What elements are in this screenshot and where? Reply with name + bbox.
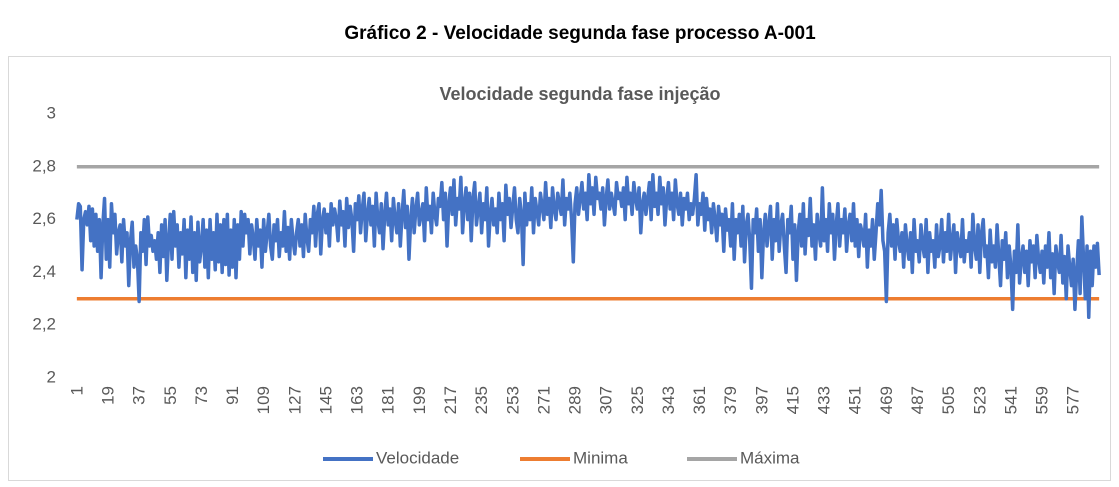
x-tick-label: 451 [846, 386, 865, 414]
legend-label: Minima [573, 448, 628, 467]
x-tick-label: 397 [752, 386, 771, 414]
x-tick-label: 469 [877, 386, 896, 414]
x-tick-label: 271 [534, 386, 553, 414]
x-tick-label: 379 [721, 386, 740, 414]
x-tick-label: 343 [659, 386, 678, 414]
x-tick-label: 73 [192, 386, 211, 405]
chart-frame [8, 56, 1111, 481]
x-tick-label: 19 [99, 386, 118, 405]
x-tick-label: 577 [1064, 386, 1083, 414]
x-tick-label: 55 [161, 386, 180, 405]
y-tick-label: 3 [47, 103, 56, 122]
x-tick-label: 145 [316, 386, 335, 414]
x-tick-label: 217 [441, 386, 460, 414]
x-tick-label: 505 [939, 386, 958, 414]
x-tick-label: 307 [597, 386, 616, 414]
page-title: Gráfico 2 - Velocidade segunda fase proc… [344, 23, 816, 44]
x-tick-label: 253 [503, 386, 522, 414]
x-tick-label: 487 [908, 386, 927, 414]
x-tick-label: 127 [285, 386, 304, 414]
x-tick-label: 415 [783, 386, 802, 414]
x-tick-label: 541 [1001, 386, 1020, 414]
y-tick-label: 2,4 [32, 262, 56, 281]
x-tick-label: 1 [67, 386, 86, 395]
x-tick-label: 199 [410, 386, 429, 414]
x-tick-label: 181 [379, 386, 398, 414]
x-tick-label: 361 [690, 386, 709, 414]
x-tick-label: 433 [815, 386, 834, 414]
legend-label: Máxima [740, 448, 800, 467]
x-tick-label: 91 [223, 386, 242, 405]
data-line [75, 172, 1101, 320]
y-tick-label: 2,2 [32, 315, 56, 334]
chart-title: Velocidade segunda fase injeção [439, 84, 720, 104]
x-tick-label: 235 [472, 386, 491, 414]
x-tick-label: 109 [254, 386, 273, 414]
x-tick-label: 523 [970, 386, 989, 414]
x-tick-label: 325 [628, 386, 647, 414]
x-tick-label: 163 [348, 386, 367, 414]
y-tick-label: 2 [47, 367, 56, 386]
legend-label: Velocidade [376, 448, 459, 467]
x-tick-label: 289 [566, 386, 585, 414]
y-tick-label: 2,6 [32, 209, 56, 228]
x-tick-label: 37 [130, 386, 149, 405]
x-tick-label: 559 [1033, 386, 1052, 414]
y-tick-label: 2,8 [32, 156, 56, 175]
